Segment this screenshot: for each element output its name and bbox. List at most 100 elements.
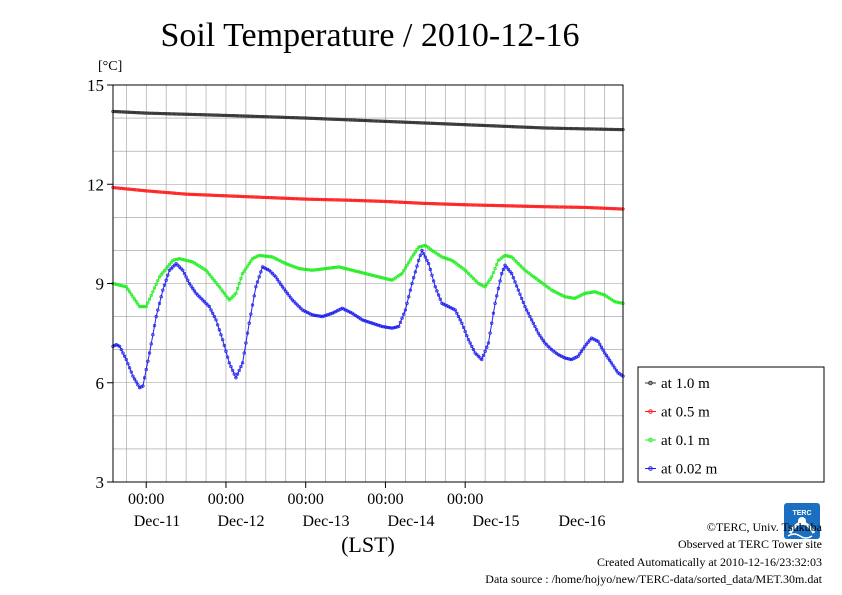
data-point [450, 202, 454, 206]
data-point [229, 364, 233, 369]
data-point [335, 265, 339, 269]
data-point [441, 122, 446, 126]
data-point [139, 111, 143, 115]
data-point [370, 321, 374, 325]
data-point [583, 127, 587, 131]
data-point [604, 127, 609, 131]
data-point [363, 319, 368, 323]
data-point [433, 121, 437, 126]
data-point [490, 124, 494, 128]
data-point [189, 192, 193, 197]
data-point [458, 318, 462, 322]
data-point [265, 267, 270, 272]
data-point [372, 322, 376, 326]
data-point [260, 195, 265, 200]
data-point [520, 204, 524, 208]
data-point [360, 271, 364, 275]
data-point [451, 202, 456, 207]
data-point [405, 200, 409, 205]
data-point [529, 125, 534, 130]
data-point [548, 205, 552, 209]
data-point [284, 262, 288, 266]
data-point [207, 113, 212, 117]
data-point [505, 254, 509, 258]
data-point [362, 271, 366, 275]
data-point [377, 119, 381, 123]
data-point [441, 302, 446, 306]
data-point [533, 125, 537, 130]
data-point [586, 205, 590, 210]
data-point [412, 201, 416, 205]
data-point [353, 118, 358, 122]
data-point [481, 123, 486, 128]
data-point [206, 113, 210, 117]
data-point [488, 203, 492, 208]
data-point [408, 288, 413, 292]
data-point [305, 310, 310, 315]
data-point [284, 289, 288, 293]
data-point [480, 203, 484, 207]
data-point [277, 280, 281, 284]
data-point [422, 121, 426, 125]
data-point [345, 267, 349, 271]
data-point [495, 294, 499, 298]
data-point [186, 192, 190, 196]
data-point [553, 290, 557, 294]
data-point [294, 265, 298, 270]
data-point [310, 313, 315, 317]
data-point [201, 113, 205, 117]
data-point [417, 121, 421, 125]
data-point [209, 274, 213, 279]
data-point [335, 198, 339, 202]
data-point [588, 290, 592, 295]
data-point [513, 258, 517, 262]
data-point [438, 202, 442, 206]
data-point [446, 122, 451, 126]
data-point [267, 268, 271, 272]
data-point [436, 121, 441, 126]
data-point [418, 121, 422, 125]
data-point [365, 272, 369, 276]
data-point [121, 284, 125, 288]
data-point [217, 193, 221, 198]
data-point [385, 325, 389, 329]
data-point [169, 260, 173, 265]
data-point [284, 115, 288, 120]
data-point [314, 116, 318, 121]
y-ticks: 3 6 9 12 15 [87, 76, 113, 492]
data-point [232, 194, 236, 198]
data-point [325, 198, 329, 202]
data-point [292, 197, 296, 201]
data-point [234, 194, 238, 198]
x-day-label: Dec-12 [217, 513, 264, 530]
data-point [390, 326, 394, 330]
data-point [136, 188, 140, 192]
data-point [412, 120, 416, 125]
series-at-0-1-m [111, 243, 625, 309]
data-point [378, 324, 383, 328]
data-point [594, 338, 599, 343]
data-point [516, 125, 520, 129]
data-point [526, 204, 530, 208]
legend-swatch-dot [648, 380, 653, 386]
data-point [201, 298, 205, 302]
data-point [176, 263, 180, 267]
x-tick-label: 00:00 [208, 491, 244, 508]
data-point [287, 196, 291, 201]
data-point [599, 206, 604, 210]
data-point [202, 193, 207, 197]
data-point [387, 277, 391, 282]
data-point [255, 195, 260, 199]
data-point [448, 305, 452, 310]
data-point [317, 116, 321, 121]
data-point [249, 259, 253, 263]
data-point [436, 202, 441, 206]
data-point [470, 203, 474, 207]
data-point [282, 196, 286, 200]
data-point [290, 115, 295, 120]
data-point [613, 366, 617, 370]
data-point [525, 204, 529, 208]
data-point [533, 324, 537, 329]
data-point [360, 318, 364, 322]
data-point [304, 116, 308, 120]
